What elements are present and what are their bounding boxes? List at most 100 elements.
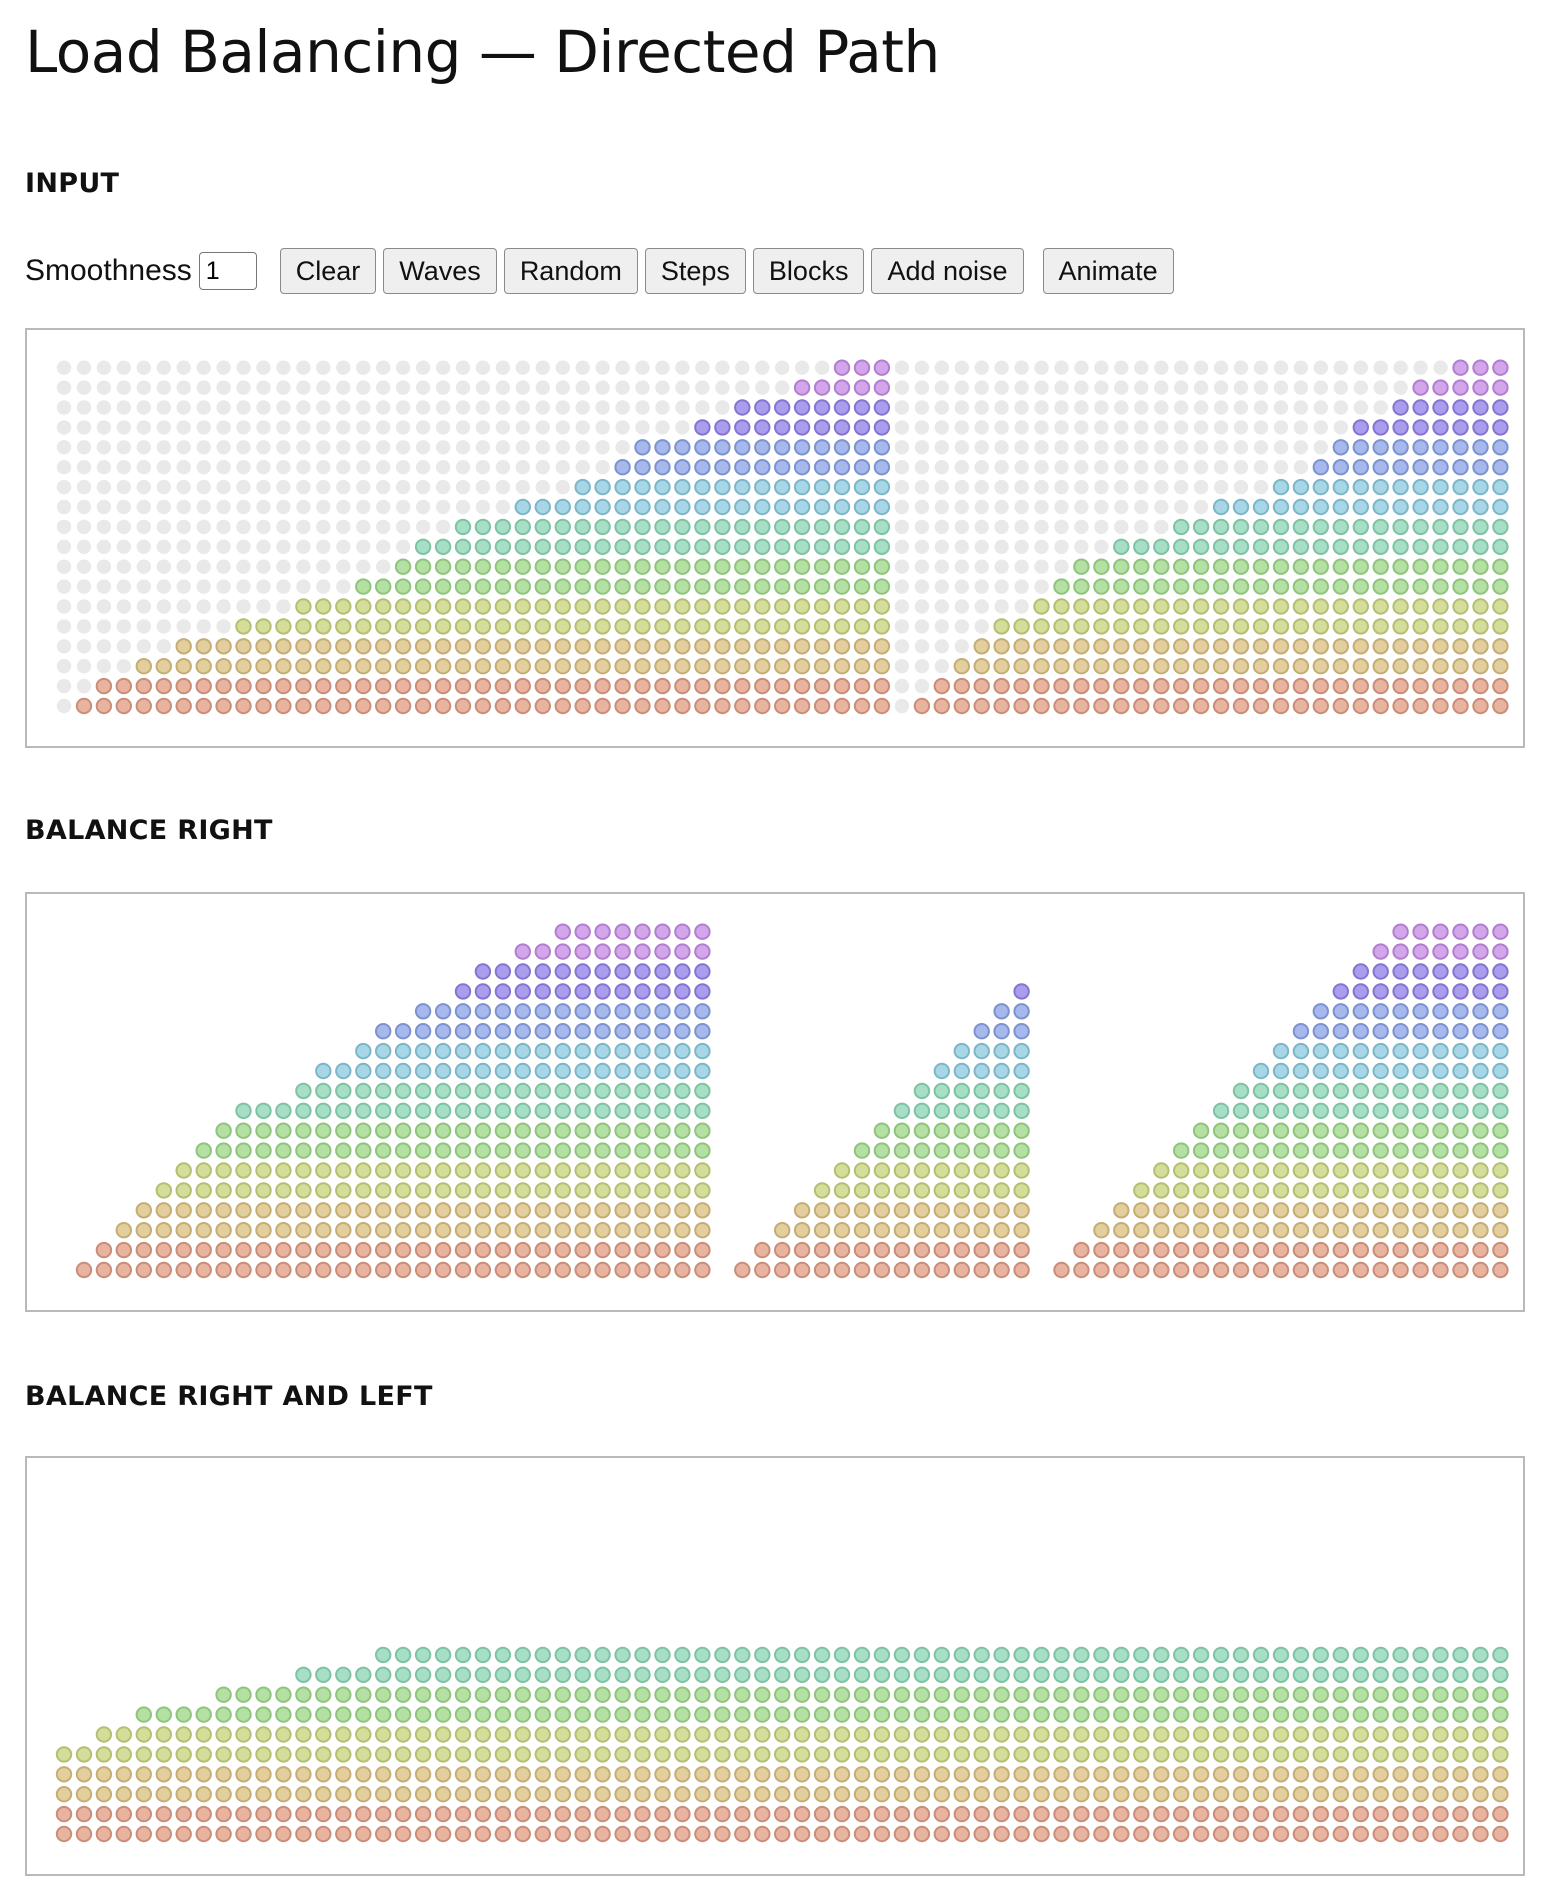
input-empty-cell[interactable] — [575, 420, 590, 435]
input-dot[interactable] — [853, 439, 871, 456]
smoothness-input[interactable] — [198, 252, 257, 290]
input-empty-cell[interactable] — [236, 380, 251, 395]
input-dot[interactable] — [714, 419, 731, 436]
input-empty-cell[interactable] — [196, 380, 211, 395]
input-empty-cell[interactable] — [954, 360, 969, 375]
input-dot[interactable] — [813, 478, 831, 496]
input-dot[interactable] — [315, 658, 332, 675]
input-dot[interactable] — [614, 518, 631, 536]
input-empty-cell[interactable] — [1114, 519, 1129, 535]
input-dot[interactable] — [1412, 697, 1429, 715]
input-empty-cell[interactable] — [934, 599, 949, 614]
input-empty-cell[interactable] — [1353, 360, 1369, 375]
blocks-button[interactable]: Blocks — [752, 248, 865, 294]
input-empty-cell[interactable] — [934, 539, 949, 554]
input-empty-cell[interactable] — [1054, 420, 1069, 435]
input-dot[interactable] — [853, 498, 871, 516]
input-empty-cell[interactable] — [954, 380, 969, 395]
input-empty-cell[interactable] — [356, 519, 371, 535]
input-empty-cell[interactable] — [954, 639, 969, 654]
input-dot[interactable] — [215, 638, 232, 655]
input-dot[interactable] — [813, 419, 831, 436]
input-dot[interactable] — [1412, 558, 1429, 575]
input-dot[interactable] — [973, 658, 990, 675]
input-empty-cell[interactable] — [934, 440, 949, 455]
input-empty-cell[interactable] — [1213, 360, 1229, 375]
input-dot[interactable] — [634, 578, 651, 595]
input-empty-cell[interactable] — [1074, 519, 1089, 535]
input-dot[interactable] — [1192, 638, 1210, 655]
input-dot[interactable] — [574, 578, 591, 595]
input-dot[interactable] — [175, 677, 192, 695]
input-empty-cell[interactable] — [415, 380, 431, 395]
input-dot[interactable] — [355, 598, 372, 615]
input-empty-cell[interactable] — [755, 380, 770, 395]
input-dot[interactable] — [1492, 558, 1509, 575]
input-empty-cell[interactable] — [974, 360, 989, 375]
input-dot[interactable] — [1212, 598, 1230, 615]
input-dot[interactable] — [1472, 459, 1489, 476]
input-dot[interactable] — [574, 478, 591, 496]
input-empty-cell[interactable] — [914, 579, 930, 594]
input-dot[interactable] — [674, 658, 691, 675]
input-dot[interactable] — [1372, 697, 1389, 715]
input-dot[interactable] — [335, 677, 352, 695]
input-empty-cell[interactable] — [76, 639, 92, 654]
input-empty-cell[interactable] — [1233, 460, 1249, 475]
input-empty-cell[interactable] — [595, 420, 610, 435]
input-empty-cell[interactable] — [336, 499, 351, 515]
input-empty-cell[interactable] — [136, 420, 151, 435]
input-dot[interactable] — [1372, 658, 1389, 675]
input-dot[interactable] — [1192, 677, 1210, 695]
input-dot[interactable] — [1272, 558, 1290, 575]
random-button[interactable]: Random — [503, 248, 638, 294]
input-dot[interactable] — [554, 677, 571, 695]
input-empty-cell[interactable] — [376, 479, 391, 495]
input-empty-cell[interactable] — [76, 579, 92, 594]
input-empty-cell[interactable] — [276, 539, 291, 554]
input-empty-cell[interactable] — [775, 380, 790, 395]
input-empty-cell[interactable] — [475, 400, 491, 415]
input-dot[interactable] — [833, 638, 851, 655]
input-dot[interactable] — [873, 478, 891, 496]
input-empty-cell[interactable] — [316, 460, 331, 475]
input-empty-cell[interactable] — [515, 460, 530, 475]
input-dot[interactable] — [1372, 478, 1389, 496]
input-dot[interactable] — [494, 658, 512, 675]
input-empty-cell[interactable] — [1094, 440, 1109, 455]
input-empty-cell[interactable] — [96, 639, 112, 654]
input-empty-cell[interactable] — [336, 539, 351, 554]
input-empty-cell[interactable] — [1014, 599, 1029, 614]
input-dot[interactable] — [414, 558, 432, 575]
input-dot[interactable] — [674, 598, 691, 615]
input-dot[interactable] — [953, 697, 970, 715]
input-dot[interactable] — [1432, 598, 1449, 615]
input-dot[interactable] — [1073, 677, 1090, 695]
input-dot[interactable] — [1432, 677, 1449, 695]
input-empty-cell[interactable] — [136, 599, 151, 614]
input-dot[interactable] — [853, 618, 871, 635]
input-dot[interactable] — [833, 518, 851, 536]
input-dot[interactable] — [1372, 558, 1389, 575]
input-empty-cell[interactable] — [336, 479, 351, 495]
input-empty-cell[interactable] — [76, 539, 92, 554]
input-empty-cell[interactable] — [715, 380, 730, 395]
input-dot[interactable] — [993, 638, 1010, 655]
input-empty-cell[interactable] — [555, 460, 570, 475]
input-empty-cell[interactable] — [595, 460, 610, 475]
input-dot[interactable] — [175, 658, 192, 675]
input-empty-cell[interactable] — [755, 360, 770, 375]
input-dot[interactable] — [754, 419, 771, 436]
input-dot[interactable] — [694, 638, 711, 655]
input-dot[interactable] — [1412, 618, 1429, 635]
input-dot[interactable] — [554, 538, 571, 556]
input-dot[interactable] — [1332, 498, 1350, 516]
input-dot[interactable] — [754, 697, 771, 715]
input-dot[interactable] — [394, 638, 412, 655]
input-empty-cell[interactable] — [76, 519, 92, 535]
input-empty-cell[interactable] — [994, 519, 1009, 535]
input-dot[interactable] — [1472, 518, 1489, 536]
input-empty-cell[interactable] — [56, 499, 72, 515]
input-empty-cell[interactable] — [954, 479, 969, 495]
input-empty-cell[interactable] — [1134, 460, 1149, 475]
